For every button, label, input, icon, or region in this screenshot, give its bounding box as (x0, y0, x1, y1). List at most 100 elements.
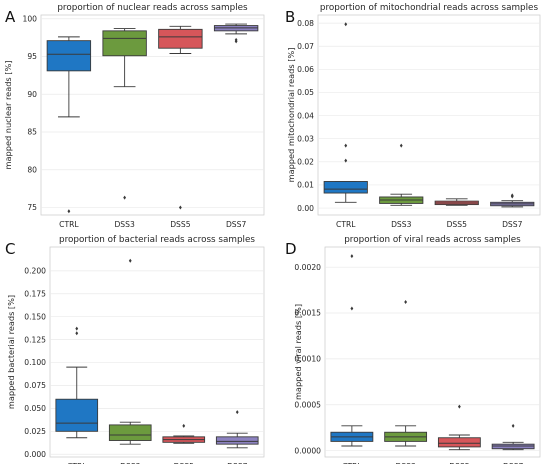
x-tick-label: DSS7 (502, 220, 522, 229)
outlier-point (235, 410, 239, 415)
chart-title: proportion of bacterial reads across sam… (59, 235, 255, 245)
y-tick-label: 0.00 (297, 204, 314, 213)
y-tick-label: 85 (27, 128, 37, 137)
outlier-point (399, 143, 403, 148)
outlier-point (404, 300, 408, 305)
panel-a-nuclear-reads: A proportion of nuclear reads across sam… (3, 3, 265, 229)
x-tick-label: CTRL (342, 462, 362, 464)
y-tick-label: 0.06 (297, 65, 314, 74)
panel-b-mitochondrial-reads: B proportion of mitochondrial reads acro… (285, 3, 541, 229)
y-axis-label: mapped mitochondrial reads [%] (286, 48, 296, 183)
outlier-point (344, 158, 348, 163)
iqr-box (55, 398, 99, 432)
y-tick-label: 0.050 (24, 404, 46, 413)
y-tick-label: 0.000 (24, 450, 46, 459)
y-tick-label: 90 (27, 90, 37, 99)
x-tick-label: DSS3 (395, 462, 415, 464)
panel-letter: D (285, 240, 297, 258)
y-tick-label: 0.07 (297, 42, 314, 51)
outlier-point (350, 306, 354, 311)
x-tick-label: DSS3 (120, 462, 140, 464)
y-tick-label: 0.0000 (294, 446, 321, 455)
iqr-box (215, 436, 259, 445)
outlier-point (344, 143, 348, 148)
outlier-point (178, 205, 182, 210)
y-tick-label: 0.100 (24, 358, 46, 367)
y-tick-label: 0.0010 (294, 355, 321, 364)
y-tick-label: 0.05 (297, 88, 314, 97)
x-tick-label: CTRL (336, 220, 356, 229)
x-tick-label: DSS3 (114, 220, 134, 229)
box-dss3 (108, 258, 152, 445)
iqr-box (46, 40, 92, 72)
box-dss7 (215, 410, 259, 449)
y-tick-label: 0.075 (24, 381, 46, 390)
box-ctrl (46, 36, 92, 214)
outlier-point (128, 258, 132, 263)
outlier-point (350, 254, 354, 259)
iqr-box (158, 28, 203, 49)
y-axis-label: mapped viral reads [%] (293, 304, 303, 400)
y-tick-label: 95 (27, 52, 37, 61)
panel-d-viral-reads: D proportion of viral reads across sampl… (285, 235, 541, 464)
box-dss5 (162, 423, 206, 444)
chart-title: proportion of viral reads across samples (344, 235, 521, 245)
box-dss5 (434, 198, 479, 206)
box-dss7 (490, 193, 535, 208)
x-tick-label: DSS7 (503, 462, 523, 464)
box-ctrl (55, 326, 99, 439)
y-tick-label: 0.02 (297, 158, 314, 167)
box-dss7 (213, 23, 259, 44)
x-tick-label: CTRL (67, 462, 87, 464)
y-tick-label: 100 (23, 14, 38, 23)
box-dss5 (158, 25, 203, 210)
x-tick-label: DSS7 (226, 220, 246, 229)
plot-frame (324, 246, 541, 458)
y-axis-label: mapped nuclear reads [%] (3, 61, 13, 170)
box-ctrl (330, 254, 374, 447)
box-dss3 (102, 28, 147, 200)
y-tick-label: 80 (27, 165, 37, 174)
iqr-box (437, 437, 481, 448)
x-tick-label: DSS3 (391, 220, 411, 229)
box-dss5 (437, 404, 481, 451)
panel-c-bacterial-reads: C proportion of bacterial reads across s… (5, 235, 265, 464)
y-tick-label: 0.200 (24, 267, 46, 276)
y-tick-label: 0.08 (297, 19, 314, 28)
outlier-point (182, 423, 186, 428)
iqr-box (323, 181, 368, 194)
y-tick-label: 0.03 (297, 134, 314, 143)
outlier-point (511, 423, 515, 428)
y-tick-label: 0.0005 (294, 400, 321, 409)
x-tick-label: DSS5 (174, 462, 194, 464)
chart-title: proportion of nuclear reads across sampl… (57, 3, 248, 13)
x-tick-label: DSS5 (447, 220, 467, 229)
y-tick-label: 0.150 (24, 312, 46, 321)
box-dss3 (384, 300, 428, 447)
outlier-point (510, 193, 514, 198)
y-axis-label: mapped bacterial reads [%] (6, 295, 16, 409)
outlier-point (344, 22, 348, 27)
chart-title: proportion of mitochondrial reads across… (320, 3, 539, 13)
x-tick-label: DSS7 (227, 462, 247, 464)
y-tick-label: 0.175 (24, 289, 46, 298)
y-tick-label: 0.0015 (294, 309, 321, 318)
y-tick-label: 75 (27, 203, 37, 212)
y-tick-label: 0.04 (297, 111, 314, 120)
outlier-point (123, 195, 127, 200)
panel-letter: C (5, 240, 15, 258)
y-tick-label: 0.025 (24, 427, 46, 436)
y-tick-label: 0.125 (24, 335, 46, 344)
panel-letter: B (285, 8, 295, 26)
outlier-point (75, 331, 79, 336)
box-ctrl (323, 22, 368, 203)
x-tick-label: DSS5 (170, 220, 190, 229)
panel-letter: A (5, 8, 16, 26)
y-tick-label: 0.01 (297, 181, 314, 190)
iqr-box (108, 424, 152, 441)
y-tick-label: 0.0020 (294, 263, 321, 272)
outlier-point (67, 209, 71, 214)
iqr-box (102, 30, 147, 57)
box-dss3 (379, 143, 424, 206)
